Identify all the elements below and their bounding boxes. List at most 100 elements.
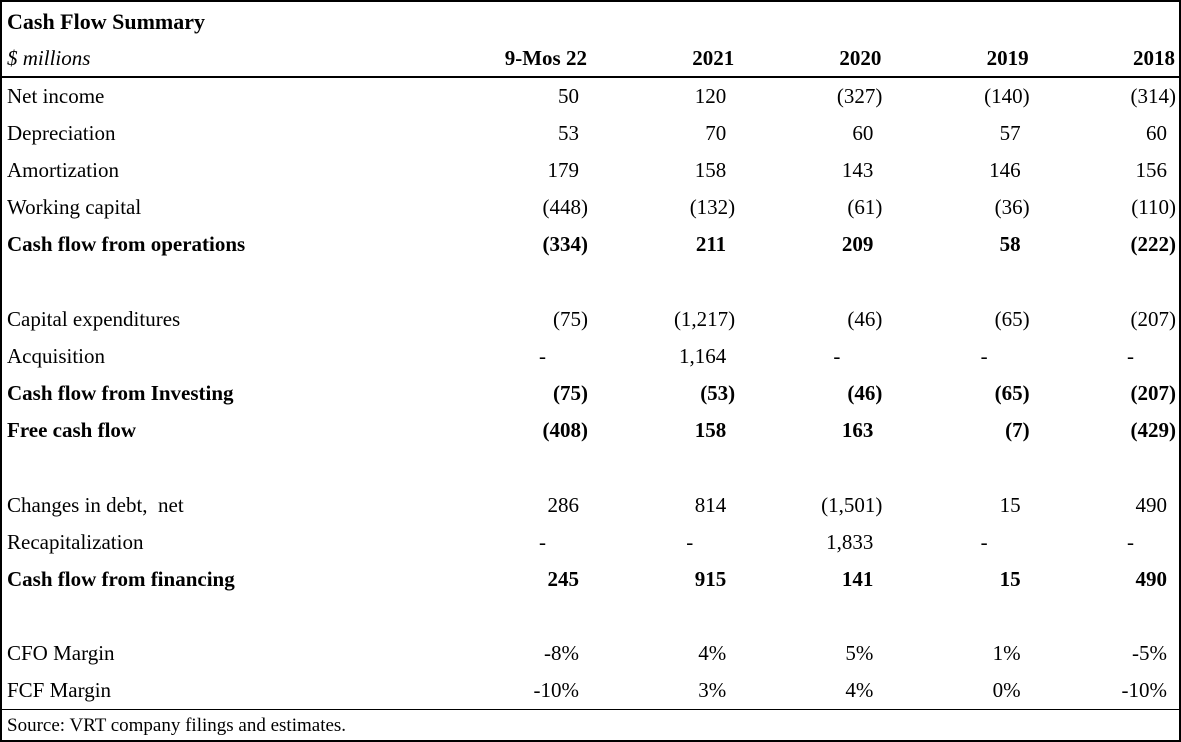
value-cell: 179 — [547, 157, 579, 182]
table-row: Amortization 179 158 143 146 156 — [1, 152, 1180, 189]
value-cell: (429) — [1130, 418, 1177, 443]
value-cell: (75) — [552, 306, 588, 331]
value-cell: (65) — [994, 306, 1030, 331]
value-cell: 15 — [999, 492, 1021, 517]
spacer-cell — [1, 263, 1180, 300]
value-cell: 490 — [1135, 492, 1168, 517]
table-row: Cash flow from Investing (75) (53) (46) … — [1, 375, 1180, 412]
value-cell: 490 — [1135, 566, 1168, 591]
value-cell: (140) — [984, 83, 1030, 108]
value-cell: -5% — [1132, 641, 1167, 666]
table-row: Recapitalization - - 1,833 - - — [1, 524, 1180, 561]
row-label: Free cash flow — [7, 418, 137, 443]
value-cell: (110) — [1131, 195, 1176, 220]
value-cell: (207) — [1130, 380, 1177, 405]
spacer-row — [1, 449, 1180, 486]
column-header-2021: 2021 — [590, 41, 739, 79]
table-row: Net income 50 120 (327) (140) (314) — [1, 77, 1180, 114]
column-header-2018: 2018 — [1032, 41, 1180, 79]
value-cell: - — [1127, 529, 1134, 554]
table-row: Free cash flow (408) 158 163 (7) (429) — [1, 412, 1180, 449]
value-cell: 1,164 — [678, 343, 727, 368]
table-row: Working capital (448) (132) (61) (36) (1… — [1, 189, 1180, 226]
spacer-cell — [1, 598, 1180, 635]
value-cell: (75) — [552, 380, 588, 405]
row-label: Working capital — [7, 195, 142, 220]
value-cell: 814 — [694, 492, 727, 517]
value-cell: 50 — [557, 83, 579, 108]
column-header-row: $ millions 9-Mos 22 2021 2020 2019 2018 — [1, 41, 1180, 79]
table-row: Cash flow from financing 245 915 141 15 … — [1, 561, 1180, 598]
value-cell: (408) — [542, 418, 588, 443]
table-title-row: Cash Flow Summary — [1, 1, 1180, 41]
row-label: Recapitalization — [7, 529, 144, 554]
value-cell: (7) — [1005, 418, 1030, 443]
value-cell: 163 — [841, 418, 874, 443]
value-cell: (1,501) — [821, 492, 883, 517]
value-cell: 209 — [841, 232, 874, 257]
source-row: Source: VRT company filings and estimate… — [1, 709, 1180, 741]
spacer-cell — [1, 449, 1180, 486]
value-cell: (1,217) — [673, 306, 736, 331]
table-row: Depreciation 53 70 60 57 60 — [1, 115, 1180, 152]
value-cell: (207) — [1130, 306, 1177, 331]
table-row: CFO Margin -8% 4% 5% 1% -5% — [1, 635, 1180, 672]
unit-label: $ millions — [1, 41, 444, 79]
column-header-2020: 2020 — [738, 41, 886, 79]
value-cell: (448) — [542, 195, 588, 220]
value-cell: - — [686, 529, 694, 554]
row-label: Acquisition — [7, 343, 105, 368]
value-cell: 4% — [845, 678, 874, 703]
value-cell: 245 — [547, 566, 579, 591]
row-label: Depreciation — [7, 120, 116, 145]
value-cell: 141 — [841, 566, 874, 591]
spacer-row — [1, 263, 1180, 300]
row-label: Cash flow from financing — [7, 566, 235, 591]
row-label: Changes in debt, net — [7, 492, 184, 517]
value-cell: 53 — [557, 120, 579, 145]
row-label: Cash flow from operations — [7, 232, 246, 257]
value-cell: (132) — [689, 195, 736, 220]
value-cell: 60 — [852, 120, 874, 145]
value-cell: -10% — [1121, 678, 1168, 703]
value-cell: 158 — [694, 157, 727, 182]
table-title: Cash Flow Summary — [7, 8, 206, 34]
table-row: Acquisition - 1,164 - - - — [1, 338, 1180, 375]
table-row: Cash flow from operations (334) 211 209 … — [1, 226, 1180, 263]
value-cell: 58 — [999, 232, 1021, 257]
value-cell: - — [538, 343, 546, 368]
value-cell: -10% — [533, 678, 579, 703]
value-cell: (327) — [836, 83, 883, 108]
value-cell: 143 — [841, 157, 874, 182]
value-cell: (46) — [847, 306, 883, 331]
row-label: CFO Margin — [7, 641, 115, 666]
value-cell: 915 — [694, 566, 727, 591]
row-label: Amortization — [7, 157, 119, 182]
row-label: Cash flow from Investing — [7, 380, 234, 405]
value-cell: 286 — [547, 492, 579, 517]
source-note: Source: VRT company filings and estimate… — [1, 709, 1180, 741]
value-cell: (314) — [1130, 83, 1177, 108]
column-header-2019: 2019 — [885, 41, 1033, 79]
value-cell: 211 — [695, 232, 727, 257]
column-header-9mos22: 9-Mos 22 — [443, 41, 591, 79]
value-cell: 120 — [694, 83, 727, 108]
value-cell: -8% — [543, 641, 579, 666]
value-cell: 156 — [1135, 157, 1168, 182]
value-cell: (334) — [542, 232, 588, 257]
value-cell: 3% — [698, 678, 727, 703]
value-cell: - — [1127, 343, 1134, 368]
value-cell: - — [833, 343, 841, 368]
value-cell: - — [980, 529, 988, 554]
value-cell: (46) — [847, 380, 883, 405]
value-cell: 60 — [1146, 120, 1167, 145]
value-cell: 4% — [698, 641, 727, 666]
value-cell: 57 — [999, 120, 1021, 145]
value-cell: (65) — [994, 380, 1030, 405]
value-cell: 1% — [992, 641, 1021, 666]
row-label: Net income — [7, 83, 105, 108]
value-cell: 70 — [705, 120, 727, 145]
value-cell: (61) — [847, 195, 883, 220]
spacer-row — [1, 598, 1180, 635]
